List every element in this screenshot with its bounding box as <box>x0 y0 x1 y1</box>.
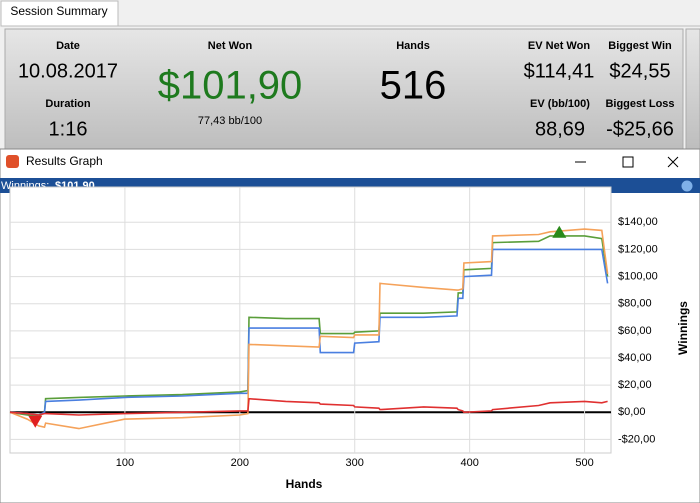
label: Biggest Loss <box>605 98 674 110</box>
label: Hands <box>396 40 430 52</box>
y-tick-label: $80,00 <box>618 298 652 310</box>
y-axis-label: Winnings <box>676 301 690 355</box>
window-title: Results Graph <box>26 154 103 168</box>
tab-title[interactable]: Session Summary <box>10 4 107 18</box>
label: EV (bb/100) <box>530 98 590 110</box>
x-tick-label: 200 <box>231 457 249 469</box>
value: 10.08.2017 <box>18 60 118 82</box>
y-tick-label: $120,00 <box>618 243 658 255</box>
series-line <box>9 235 609 418</box>
x-tick-label: 500 <box>575 457 593 469</box>
label: Duration <box>45 98 91 110</box>
net-won: $101,90 <box>158 64 303 108</box>
label: Biggest Win <box>608 40 672 52</box>
hands: 516 <box>380 64 447 108</box>
maximize-button[interactable] <box>622 156 634 168</box>
label: Net Won <box>208 40 253 52</box>
y-tick-label: $40,00 <box>618 352 652 364</box>
app-icon <box>6 155 19 168</box>
y-tick-label: $140,00 <box>618 216 658 228</box>
y-tick-label: $60,00 <box>618 325 652 337</box>
series-line <box>9 228 609 430</box>
y-tick-label: -$20,00 <box>618 433 655 445</box>
x-tick-label: 300 <box>346 457 364 469</box>
value: 1:16 <box>49 118 88 140</box>
min-marker <box>28 415 43 428</box>
label: EV Net Won <box>528 40 590 52</box>
plot: -$20,00 $0,00 $20,00 $40,00 $60,00 $80,00 $100… <box>9 187 658 469</box>
y-tick-label: $0,00 <box>618 406 646 418</box>
close-button[interactable] <box>667 156 679 168</box>
value: 77,43 bb/100 <box>198 115 262 127</box>
tab[interactable] <box>0 0 119 27</box>
x-tick-label: 400 <box>460 457 478 469</box>
series-line <box>9 248 609 416</box>
y-tick-label: $100,00 <box>618 270 658 282</box>
value: $114,41 <box>524 60 595 82</box>
x-axis-label: Hands <box>286 477 323 491</box>
value: -$25,66 <box>606 118 674 140</box>
series-line <box>9 397 608 416</box>
x-tick-label: 100 <box>116 457 134 469</box>
value: $24,55 <box>609 60 670 82</box>
label: Date <box>56 40 80 52</box>
help-button[interactable] <box>681 180 693 192</box>
side-panel <box>685 28 700 151</box>
y-tick-label: $20,00 <box>618 379 652 391</box>
value: 88,69 <box>535 118 585 140</box>
max-marker <box>552 225 567 238</box>
